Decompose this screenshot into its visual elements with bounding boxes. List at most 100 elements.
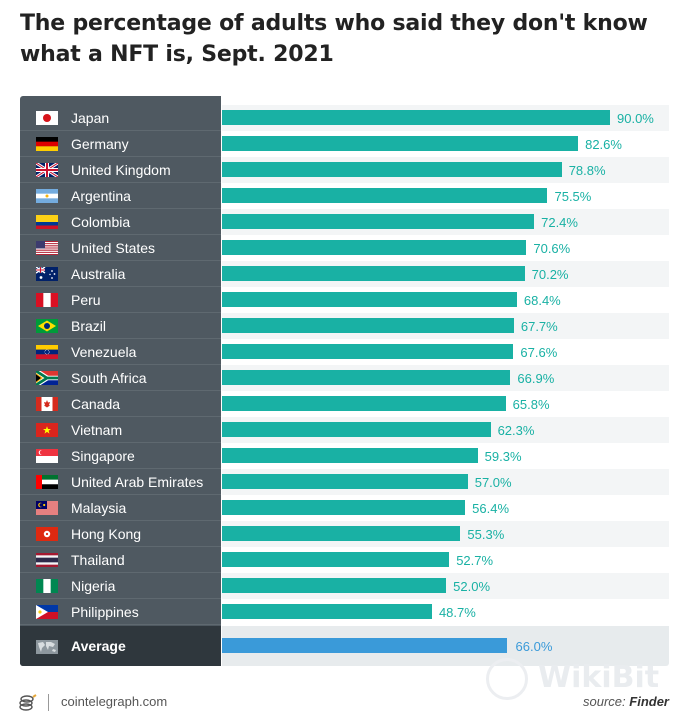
value-label: 70.6% [533, 241, 571, 256]
source-name: Finder [629, 694, 669, 709]
country-row-philippines: Philippines [20, 599, 221, 625]
value-label: 59.3% [484, 449, 522, 464]
value-label: 67.7% [520, 319, 558, 334]
australia-flag-icon [36, 267, 58, 281]
country-row-brazil: Brazil [20, 313, 221, 339]
country-row-south-africa: South Africa [20, 365, 221, 391]
country-label: Venezuela [71, 344, 137, 360]
bar-colombia [222, 214, 535, 229]
value-label: 70.2% [531, 267, 569, 282]
germany-flag-icon [36, 137, 58, 151]
bar-peru [222, 292, 517, 307]
value-label: 48.7% [438, 605, 476, 620]
country-label: Hong Kong [71, 526, 142, 542]
country-label: Colombia [71, 214, 131, 230]
average-value-label: 66.0% [515, 639, 553, 654]
bar-singapore [222, 448, 478, 463]
country-row-japan: Japan [20, 105, 221, 131]
country-row-canada: Canada [20, 391, 221, 417]
bar-nigeria [222, 578, 447, 593]
venezuela-flag-icon [36, 345, 58, 359]
country-label: Nigeria [71, 578, 116, 594]
country-row-united-states: United States [20, 235, 221, 261]
bar-hong-kong [222, 526, 461, 541]
colombia-flag-icon [36, 215, 58, 229]
plot-area: 90.0% 82.6% 78.8% 75.5% 72.4% 70.6% 70.2% 68.4%… [222, 96, 669, 666]
united-states-flag-icon [36, 241, 58, 255]
brazil-flag-icon [36, 319, 58, 333]
watermark-text: WikiBit [538, 660, 660, 695]
value-label: 72.4% [541, 215, 578, 230]
country-label: Germany [71, 136, 129, 152]
value-label: 52.7% [456, 553, 494, 568]
country-label: Malaysia [71, 500, 127, 516]
country-label: Australia [71, 266, 126, 282]
bar-united-arab-emirates [222, 474, 468, 489]
site-name: cointelegraph.com [61, 694, 168, 709]
value-label: 56.4% [472, 501, 510, 516]
nigeria-flag-icon [36, 579, 58, 593]
bar-brazil [222, 318, 514, 333]
value-label: 67.6% [520, 345, 558, 360]
bar-united-states [222, 240, 527, 255]
country-row-colombia: Colombia [20, 209, 221, 235]
value-label: 62.3% [497, 423, 535, 438]
bar-malaysia [222, 500, 466, 515]
country-row-peru: Peru [20, 287, 221, 313]
value-label: 66.9% [517, 371, 555, 386]
watermark-logo-icon [486, 658, 528, 700]
country-row-united-arab-emirates: United Arab Emirates [20, 469, 221, 495]
hong-kong-flag-icon [36, 527, 58, 541]
value-label: 55.3% [467, 527, 505, 542]
united-kingdom-flag-icon [36, 163, 58, 177]
value-label: 57.0% [474, 475, 512, 490]
country-label: Argentina [71, 188, 131, 204]
country-label: Singapore [71, 448, 135, 464]
world-map-icon [36, 640, 58, 654]
country-row-malaysia: Malaysia [20, 495, 221, 521]
bar-germany [222, 136, 579, 151]
country-row-hong-kong: Hong Kong [20, 521, 221, 547]
source-credit: source: Finder [583, 694, 669, 709]
bar-canada [222, 396, 506, 411]
country-label-panel: Japan Germany United Kingdom Argentina Colom… [20, 96, 221, 666]
value-label: 68.4% [523, 293, 561, 308]
value-label: 65.8% [512, 397, 550, 412]
country-label: South Africa [71, 370, 147, 386]
philippines-flag-icon [36, 605, 58, 619]
country-label: Canada [71, 396, 121, 412]
country-label: Brazil [71, 318, 107, 334]
footer-divider [48, 694, 49, 711]
uae-flag-icon [36, 475, 58, 489]
country-label: Peru [71, 292, 101, 308]
cointelegraph-logo-icon [18, 693, 38, 713]
country-label: United Kingdom [71, 162, 171, 178]
country-row-vietnam: Vietnam [20, 417, 221, 443]
country-label: Thailand [71, 552, 125, 568]
singapore-flag-icon [36, 449, 58, 463]
average-row-label: Average [20, 626, 221, 666]
country-label: United States [71, 240, 156, 256]
value-label: 52.0% [453, 579, 491, 594]
country-label: Japan [71, 110, 110, 126]
south-africa-flag-icon [36, 371, 58, 385]
country-label: Vietnam [71, 422, 123, 438]
country-label: United Arab Emirates [71, 474, 204, 490]
argentina-flag-icon [36, 189, 58, 203]
country-row-australia: Australia [20, 261, 221, 287]
bar-philippines [222, 604, 432, 619]
malaysia-flag-icon [36, 501, 58, 515]
value-label: 75.5% [554, 189, 592, 204]
chart-title: The percentage of adults who said they d… [20, 11, 648, 67]
bar-venezuela [222, 344, 514, 359]
country-row-germany: Germany [20, 131, 221, 157]
bar-thailand [222, 552, 450, 567]
country-label: Philippines [71, 604, 139, 620]
country-row-argentina: Argentina [20, 183, 221, 209]
bar-australia [222, 266, 525, 281]
canada-flag-icon [36, 397, 58, 411]
footer: cointelegraph.com source: Finder [0, 688, 700, 718]
thailand-flag-icon [36, 553, 58, 567]
value-label: 78.8% [568, 163, 606, 178]
vietnam-flag-icon [36, 423, 58, 437]
